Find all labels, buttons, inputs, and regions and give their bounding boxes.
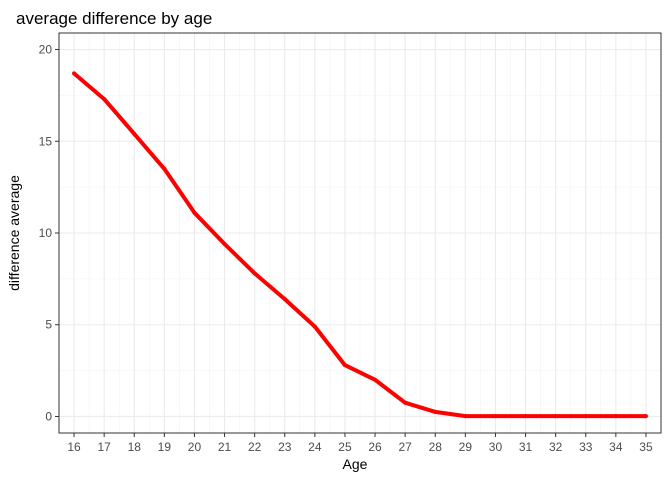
x-tick-label: 33	[579, 440, 593, 454]
series-layer	[72, 71, 648, 419]
data-point	[433, 409, 438, 414]
x-tick-label: 34	[609, 440, 623, 454]
data-point	[222, 242, 227, 247]
x-tick-label: 24	[308, 440, 322, 454]
y-axis: 0 5 10 15 20	[39, 43, 59, 423]
x-tick-label: 16	[67, 440, 81, 454]
data-point	[282, 297, 287, 302]
x-tick-label: 21	[218, 440, 232, 454]
data-point	[192, 210, 197, 215]
x-tick-label: 26	[368, 440, 382, 454]
y-tick-label: 15	[39, 134, 53, 148]
x-tick-label: 35	[639, 440, 653, 454]
x-tick-label: 27	[398, 440, 412, 454]
series-line	[72, 71, 646, 419]
data-point	[312, 324, 317, 329]
plot-panel	[58, 32, 662, 434]
y-tick-label: 10	[39, 226, 53, 240]
data-point	[553, 414, 558, 419]
x-tick-label: 29	[459, 440, 473, 454]
data-point	[132, 131, 137, 136]
x-tick-label: 25	[338, 440, 352, 454]
y-tick-label: 20	[39, 43, 53, 57]
data-point	[643, 414, 648, 419]
x-axis-title: Age	[343, 456, 368, 472]
data-point	[403, 400, 408, 405]
x-tick-label: 31	[519, 440, 533, 454]
data-point	[252, 271, 257, 276]
chart-title: average difference by age	[16, 9, 212, 28]
x-tick-label: 20	[188, 440, 202, 454]
x-tick-label: 23	[278, 440, 292, 454]
data-point	[523, 414, 528, 419]
x-tick-label: 18	[128, 440, 142, 454]
x-tick-label: 19	[158, 440, 172, 454]
y-tick-label: 0	[45, 409, 52, 423]
data-point	[583, 414, 588, 419]
data-point	[102, 97, 107, 102]
x-tick-label: 30	[489, 440, 503, 454]
x-tick-label: 32	[549, 440, 563, 454]
y-axis-title: difference average	[6, 175, 22, 291]
x-axis: 16 17 18 19 20 21 22 23 24 25 26 27 28 29 30 31 32 33 34 35	[67, 433, 653, 454]
x-tick-label: 17	[97, 440, 111, 454]
data-point	[463, 414, 468, 419]
x-tick-label: 28	[429, 440, 443, 454]
data-point	[342, 363, 347, 368]
data-point	[613, 414, 618, 419]
data-point	[162, 166, 167, 171]
data-point	[373, 377, 378, 382]
x-tick-label: 22	[248, 440, 262, 454]
data-point	[493, 414, 498, 419]
data-point	[72, 71, 77, 76]
y-tick-label: 5	[45, 318, 52, 332]
